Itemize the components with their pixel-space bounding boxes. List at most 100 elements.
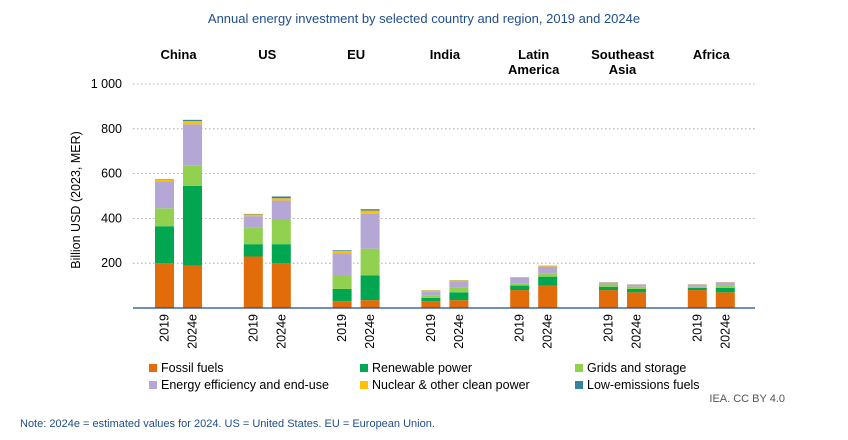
bar-eu-2024e-fossil-fuels (360, 300, 380, 308)
bar-india-2024e-grids-and-storage (449, 287, 469, 293)
legend-label-energy-efficiency-and-end-use: Energy efficiency and end-use (161, 378, 329, 392)
legend-label-fossil-fuels: Fossil fuels (161, 361, 224, 375)
y-axis-label: Billion USD (2023, MER) (69, 131, 83, 269)
bars-layer (155, 119, 735, 308)
bar-china-2019-energy-efficiency-and-end-use (155, 181, 174, 209)
bar-southeast-asia-2019-fossil-fuels (599, 290, 618, 308)
x-tick-southeast-asia-2019: 2019 (602, 314, 616, 342)
bar-africa-2024e-energy-efficiency-and-end-use (715, 282, 735, 286)
bar-africa-2024e-grids-and-storage (715, 285, 735, 288)
bar-latin-america-2019-renewable-power (510, 285, 530, 291)
x-tick-china-2024e: 2024e (186, 314, 200, 349)
bar-africa-2019-renewable-power (687, 287, 707, 291)
legend-label-nuclear-other-clean-power: Nuclear & other clean power (372, 378, 530, 392)
bar-africa-2024e-fossil-fuels (715, 292, 735, 308)
bar-china-2019-renewable-power (155, 226, 174, 264)
chart-title: Annual energy investment by selected cou… (208, 11, 640, 26)
bar-latin-america-2019-grids-and-storage (510, 283, 530, 286)
bar-eu-2024e-nuclear-other-clean-power (360, 210, 380, 214)
bar-africa-2019-grids-and-storage (687, 286, 707, 288)
bar-latin-america-2024e-renewable-power (538, 276, 558, 286)
region-label-latin-america: Latin America (508, 47, 560, 77)
legend-label-low-emissions-fuels: Low-emissions fuels (587, 378, 700, 392)
bar-eu-2019-renewable-power (332, 288, 352, 302)
grid-layer (133, 83, 755, 264)
x-tick-india-2019: 2019 (424, 314, 438, 342)
bar-us-2024e-grids-and-storage (271, 219, 291, 245)
bar-china-2019-grids-and-storage (155, 208, 174, 227)
bar-china-2024e-energy-efficiency-and-end-use (183, 124, 202, 166)
bar-eu-2024e-low-emissions-fuels (360, 209, 380, 211)
bar-us-2024e-nuclear-other-clean-power (271, 198, 291, 201)
region-label-line: Southeast (591, 47, 655, 62)
y-tick-800: 800 (101, 122, 122, 136)
x-tick-latin-america-2019: 2019 (513, 314, 527, 342)
bar-africa-2019-energy-efficiency-and-end-use (687, 284, 707, 287)
y-tick-1000: 1 000 (91, 77, 122, 91)
y-tick-600: 600 (101, 167, 122, 181)
x-tick-us-2019: 2019 (246, 314, 260, 342)
bar-africa-2019-fossil-fuels (687, 290, 707, 308)
legend-swatch-energy-efficiency-and-end-use (149, 381, 157, 389)
bar-china-2019-nuclear-other-clean-power (155, 179, 174, 182)
bar-us-2024e-energy-efficiency-and-end-use (271, 200, 291, 220)
bar-southeast-asia-2019-grids-and-storage (599, 284, 618, 287)
legend-label-renewable-power: Renewable power (372, 361, 472, 375)
bar-india-2019-renewable-power (421, 297, 441, 302)
bar-china-2019-fossil-fuels (155, 263, 174, 308)
bar-eu-2024e-grids-and-storage (360, 248, 380, 276)
bar-us-2024e-fossil-fuels (271, 263, 291, 308)
region-label-africa: Africa (693, 47, 731, 62)
bar-us-2019-nuclear-other-clean-power (243, 214, 263, 217)
bar-us-2019-fossil-fuels (243, 256, 263, 308)
region-label-us: US (258, 47, 276, 62)
x-tick-eu-2024e: 2024e (363, 314, 377, 349)
bar-latin-america-2019-energy-efficiency-and-end-use (510, 277, 530, 284)
bar-latin-america-2024e-nuclear-other-clean-power (538, 265, 558, 267)
bar-china-2024e-nuclear-other-clean-power (183, 120, 202, 125)
bar-latin-america-2019-fossil-fuels (510, 290, 530, 308)
x-tick-labels: 2019 2024e 2019 2024e 2019 2024e 2019 2024e 2019… (158, 314, 733, 349)
legend-swatch-grids-and-storage (575, 364, 583, 372)
x-tick-eu-2019: 2019 (335, 314, 349, 342)
bar-latin-america-2024e-energy-efficiency-and-end-use (538, 266, 558, 274)
x-tick-southeast-asia-2024e: 2024e (630, 314, 644, 349)
region-label-india: India (430, 47, 461, 62)
region-label-eu: EU (347, 47, 365, 62)
bar-india-2024e-renewable-power (449, 292, 469, 301)
legend-swatch-nuclear-other-clean-power (360, 381, 368, 389)
y-tick-labels: 200 400 600 800 1 000 (91, 77, 122, 270)
bar-eu-2024e-renewable-power (360, 275, 380, 301)
bar-eu-2019-fossil-fuels (332, 301, 352, 308)
bar-china-2024e-low-emissions-fuels (183, 119, 202, 121)
x-tick-latin-america-2024e: 2024e (541, 314, 555, 349)
bar-india-2024e-fossil-fuels (449, 300, 469, 308)
x-tick-china-2019: 2019 (158, 314, 172, 342)
bar-us-2019-grids-and-storage (243, 227, 263, 245)
region-label-southeast-asia: Southeast Asia (591, 47, 655, 77)
bar-us-2024e-renewable-power (271, 244, 291, 264)
bar-latin-america-2024e-grids-and-storage (538, 273, 558, 277)
bar-eu-2024e-energy-efficiency-and-end-use (360, 213, 380, 249)
bar-eu-2019-grids-and-storage (332, 275, 352, 289)
bar-us-2019-energy-efficiency-and-end-use (243, 216, 263, 228)
note-text: Note: 2024e = estimated values for 2024.… (20, 418, 435, 430)
bar-eu-2019-energy-efficiency-and-end-use (332, 253, 352, 276)
bar-china-2024e-renewable-power (183, 185, 202, 266)
bar-china-2024e-fossil-fuels (183, 265, 202, 308)
x-tick-india-2024e: 2024e (452, 314, 466, 349)
bar-india-2024e-nuclear-other-clean-power (449, 280, 469, 282)
x-tick-africa-2019: 2019 (690, 314, 704, 342)
bar-latin-america-2024e-fossil-fuels (538, 285, 558, 308)
bar-southeast-asia-2024e-grids-and-storage (627, 286, 646, 289)
x-tick-africa-2024e: 2024e (718, 314, 732, 349)
bar-eu-2019-nuclear-other-clean-power (332, 250, 352, 254)
legend-swatch-fossil-fuels (149, 364, 157, 372)
bar-southeast-asia-2024e-fossil-fuels (627, 292, 646, 308)
bar-china-2024e-grids-and-storage (183, 165, 202, 186)
bar-india-2019-energy-efficiency-and-end-use (421, 291, 441, 296)
bar-eu-2019-low-emissions-fuels (332, 250, 352, 251)
bar-us-2024e-low-emissions-fuels (271, 196, 291, 199)
